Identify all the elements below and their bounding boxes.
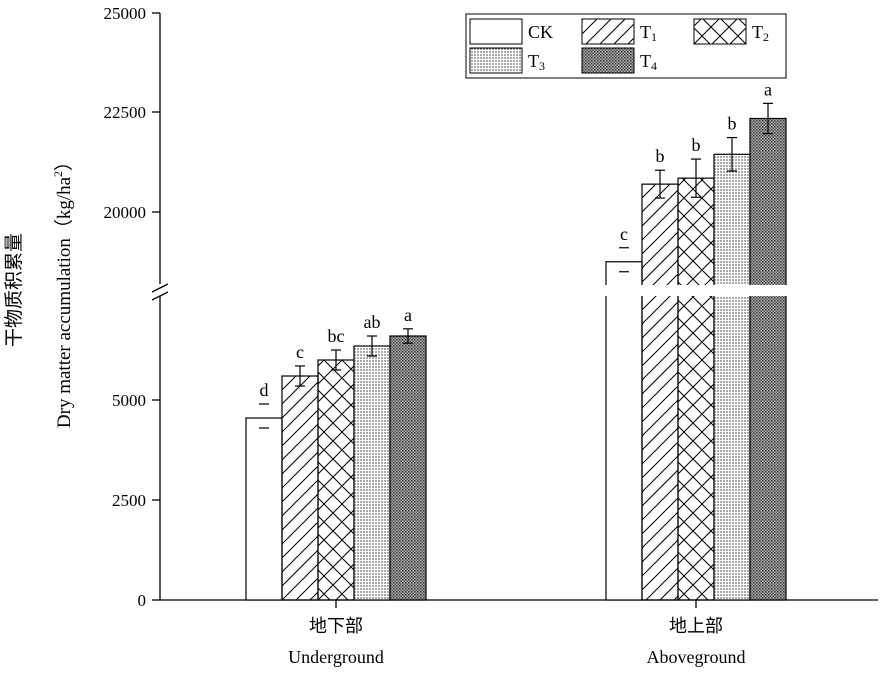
legend-items: CK T1 T2 T3 T4 bbox=[469, 18, 769, 74]
sig-letter-t4-1: a bbox=[764, 79, 772, 99]
sig-letter-t3-0: ab bbox=[364, 312, 381, 332]
sig-letter-t1-0: c bbox=[296, 342, 304, 362]
legend: CK T1 T2 T3 T4 bbox=[465, 13, 787, 79]
y-axis-title-en: Dry matter accumulation（kg/ha2） bbox=[51, 152, 75, 428]
bar-t1-1 bbox=[641, 183, 679, 601]
y-axis-title-en-sup: 2 bbox=[51, 171, 65, 177]
x-label-underground-cn: 地下部 bbox=[309, 616, 363, 636]
sig-letter-t4-0: a bbox=[404, 305, 412, 325]
legend-label-t1: T1 bbox=[640, 22, 657, 44]
bar-ck-1 bbox=[605, 261, 643, 601]
x-label-aboveground-cn: 地上部 bbox=[669, 616, 723, 636]
y-tick-label-5000: 5000 bbox=[112, 391, 146, 410]
legend-swatch-t1 bbox=[581, 18, 635, 45]
sig-letter-t1-1: b bbox=[656, 146, 665, 166]
y-axis-title-en-group: Dry matter accumulation（kg/ha2） bbox=[51, 152, 75, 428]
legend-label-t3: T3 bbox=[528, 51, 545, 73]
bar-t3-0 bbox=[353, 345, 391, 601]
y-axis-title-en-main: Dry matter accumulation（kg/ha bbox=[53, 176, 75, 428]
y-axis-title-en-close: ） bbox=[53, 152, 75, 171]
y-tick-label-25000: 25000 bbox=[104, 4, 147, 23]
legend-swatch-t2 bbox=[693, 18, 747, 45]
y-axis-break-mark-1 bbox=[151, 283, 169, 293]
legend-swatch-ck bbox=[469, 18, 523, 45]
sig-letter-ck-1: c bbox=[620, 224, 628, 244]
y-axis-title-cn: 干物质积累量 bbox=[3, 233, 25, 347]
y-ticks bbox=[152, 12, 160, 601]
bar-t4-1 bbox=[749, 117, 787, 601]
legend-label-t4: T4 bbox=[640, 51, 657, 73]
y-tick-label-20000: 20000 bbox=[104, 203, 147, 222]
x-label-aboveground-en: Aboveground bbox=[647, 647, 746, 667]
y-tick-label-22500: 22500 bbox=[104, 103, 147, 122]
legend-label-ck: CK bbox=[528, 22, 553, 42]
y-axis-break-mark-2 bbox=[151, 291, 169, 301]
sig-letter-t2-1: b bbox=[692, 135, 701, 155]
x-label-underground-en: Underground bbox=[288, 647, 384, 667]
bar-ck-0 bbox=[245, 417, 283, 601]
bar-t3-1 bbox=[713, 153, 751, 601]
legend-swatch-t4 bbox=[581, 47, 635, 74]
y-tick-label-2500: 2500 bbox=[112, 491, 146, 510]
bar-t4-0 bbox=[389, 335, 427, 601]
y-axis-title-cn-group: 干物质积累量 bbox=[3, 233, 25, 347]
y-break-gap bbox=[600, 285, 800, 296]
y-tick-label-0: 0 bbox=[138, 591, 147, 610]
legend-swatch-t3 bbox=[469, 47, 523, 74]
legend-label-t2: T2 bbox=[752, 22, 769, 44]
bar-t2-0 bbox=[317, 359, 355, 601]
bars-group: d c c b bc b ab b a a bbox=[245, 79, 787, 601]
bar-t2-1 bbox=[677, 177, 715, 601]
sig-letter-ck-0: d bbox=[260, 380, 269, 400]
bar-t1-0 bbox=[281, 375, 319, 601]
sig-letter-t3-1: b bbox=[728, 114, 737, 134]
y-tick-labels: 0 2500 5000 20000 22500 25000 bbox=[104, 4, 147, 610]
sig-letter-t2-0: bc bbox=[328, 326, 345, 346]
